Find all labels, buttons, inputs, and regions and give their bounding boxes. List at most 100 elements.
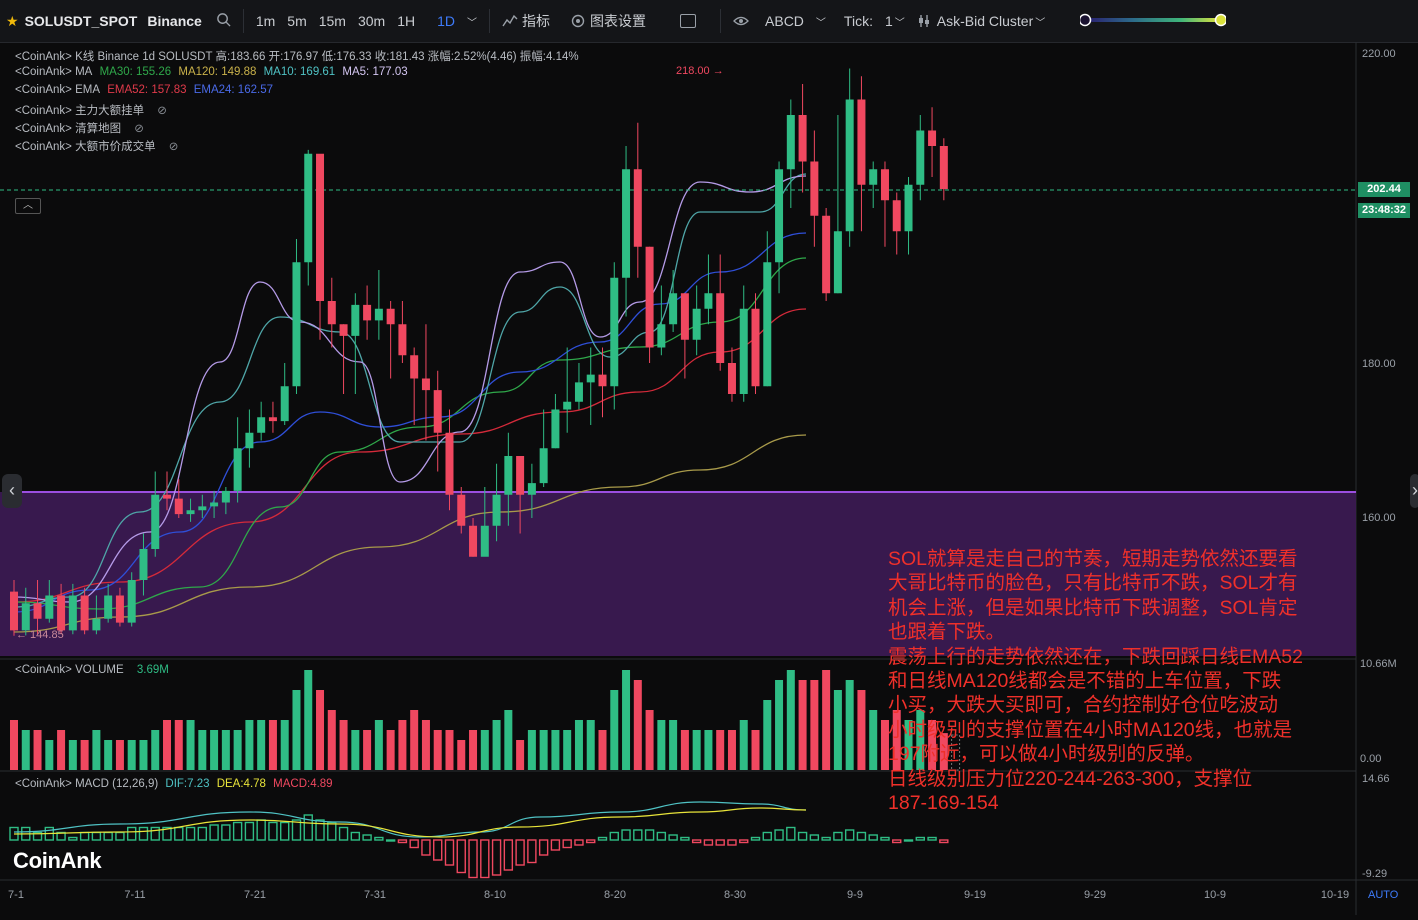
volume-bar	[763, 700, 772, 770]
interval-5m[interactable]: 5m	[287, 13, 307, 29]
candlestick-chart-svg[interactable]: 220.00 180.00 160.00 10.66M 0.00 14.66 -9.29 7-…	[0, 42, 1418, 915]
symbol-selector[interactable]: ★ SOLUSDT_SPOT Binance	[0, 0, 237, 42]
candle-body	[480, 525, 489, 557]
fullscreen-button[interactable]	[674, 0, 702, 42]
auto-scale-button[interactable]: AUTO	[1368, 889, 1399, 901]
volume-bar	[398, 720, 407, 770]
volume-bar	[775, 680, 784, 770]
chevron-down-icon[interactable]: ﹀	[467, 17, 478, 29]
indicator-main-orders[interactable]: <CoinAnk> 主力大额挂单 ⊘	[15, 102, 171, 118]
indicator-chart-icon	[502, 13, 518, 29]
macd-legend: <CoinAnk> MACD (12,26,9) DIF:7.23 DEA:4.…	[15, 778, 337, 790]
candle-body	[763, 262, 772, 387]
eye-off-icon[interactable]: ⊘	[168, 141, 179, 153]
eye-off-icon[interactable]: ⊘	[157, 105, 167, 117]
macd-histogram-bar	[774, 829, 784, 841]
candle-body	[45, 595, 54, 619]
volume-bar	[751, 730, 760, 770]
date-tick-label: 8-30	[724, 889, 746, 901]
volume-bar	[221, 730, 230, 770]
interval-30m[interactable]: 30m	[357, 13, 386, 29]
eye-off-icon[interactable]: ⊘	[134, 123, 144, 135]
candle-body	[469, 525, 478, 557]
macd-dif-line	[13, 801, 807, 838]
macd-histogram-bar	[621, 829, 631, 841]
star-icon[interactable]: ★	[6, 12, 19, 29]
macd-histogram-bar	[762, 831, 772, 841]
candle-body	[586, 374, 595, 383]
indicators-button[interactable]: 指标	[496, 0, 556, 42]
cluster-selector[interactable]: Ask-Bid Cluster ﹀	[911, 0, 1051, 42]
candle-body	[245, 432, 254, 449]
candle-body	[139, 549, 148, 580]
interval-1d[interactable]: 1D	[437, 13, 456, 29]
annotation-line: 日线级别压力位220-244-263-300，支撑位	[888, 767, 1253, 790]
macd-histogram-bar	[809, 834, 820, 841]
volume-bar	[939, 733, 948, 770]
ma120-line	[13, 434, 807, 633]
macd-histogram-bar	[409, 839, 419, 849]
gear-icon	[570, 13, 586, 29]
volume-bar	[245, 720, 254, 770]
ma-legend-prefix: <CoinAnk> MA	[15, 66, 93, 78]
volume-bar	[257, 720, 266, 770]
macd-histogram-bar	[892, 839, 902, 844]
volume-bar	[551, 730, 560, 770]
chart-area[interactable]: 220.00 180.00 160.00 10.66M 0.00 14.66 -9.29 7-…	[0, 42, 1418, 915]
coinank-logo: CoinAnk	[13, 848, 102, 873]
volume-legend-label: <CoinAnk> VOLUME	[15, 664, 124, 676]
volume-bar	[457, 740, 466, 770]
macd-dea-line	[13, 807, 807, 838]
ema-legend-prefix: <CoinAnk> EMA	[15, 84, 101, 96]
candle-body	[339, 324, 348, 336]
volume-bar	[10, 720, 18, 770]
volume-bar-placeholder	[951, 734, 961, 771]
annotation-line: 小时级别的支撑位置在4小时MA120线，也就是	[888, 718, 1293, 741]
ema-legend: <CoinAnk> EMA EMA52: 157.83 EMA24: 162.5…	[15, 84, 277, 96]
tick-label: Tick:	[843, 13, 873, 29]
symbol-name[interactable]: SOLUSDT_SPOT	[24, 13, 138, 29]
tick-selector[interactable]: Tick: 1 ﹀	[838, 0, 911, 42]
volume-bar	[892, 710, 901, 770]
candle-body	[775, 169, 784, 263]
scroll-left-button[interactable]: ‹	[2, 474, 22, 508]
candle-body	[257, 417, 266, 433]
interval-15m[interactable]: 15m	[318, 13, 346, 29]
current-price-tag: 202.44	[1358, 182, 1410, 197]
date-tick-label: 7-21	[244, 889, 266, 901]
volume-bar	[610, 690, 619, 770]
volume-bar	[139, 740, 148, 770]
collapse-legend-button[interactable]: ︿	[15, 198, 41, 214]
candle-body	[680, 293, 689, 340]
heatmap-range-slider[interactable]	[1080, 13, 1226, 27]
interval-1m[interactable]: 1m	[255, 13, 276, 29]
macd-histogram-bar	[586, 839, 596, 844]
indicator-large-trades[interactable]: <CoinAnk> 大额市价成交单 ⊘	[15, 138, 182, 154]
volume-bar	[68, 740, 77, 770]
search-icon[interactable]	[216, 12, 231, 30]
macd-histogram-bar	[550, 839, 561, 851]
macd-histogram-bar	[444, 839, 455, 866]
macd-histogram-bar	[232, 821, 243, 841]
candle-body	[198, 506, 207, 511]
annotation-line: 大哥比特币的脸色，只有比特币不跌，SOL才有	[888, 572, 1298, 595]
macd-histogram-bar	[303, 814, 313, 841]
volume-bar	[798, 680, 807, 770]
volume-bar	[880, 720, 889, 770]
macd-histogram-bar	[374, 836, 384, 841]
drawing-tool[interactable]: ABCD ﹀	[727, 0, 832, 42]
volume-bar	[198, 730, 207, 770]
macd-histogram-bar	[209, 824, 219, 841]
volume-bar	[127, 740, 136, 770]
macd-dea: DEA:4.78	[216, 778, 266, 790]
indicator-liquidation-map[interactable]: <CoinAnk> 清算地图 ⊘	[15, 120, 148, 136]
chart-settings-button[interactable]: 图表设置	[564, 0, 652, 42]
annotation-line: SOL就算是走自己的节奏，短期走势依然还要看	[888, 548, 1298, 570]
macd-histogram-bar	[868, 834, 878, 841]
macd-histogram-bar	[32, 831, 43, 841]
volume-bar	[316, 690, 325, 770]
candle-body	[916, 130, 925, 185]
macd-histogram-bar	[315, 819, 325, 841]
scroll-right-button[interactable]: ›	[1410, 474, 1418, 508]
interval-1h[interactable]: 1H	[397, 13, 416, 29]
